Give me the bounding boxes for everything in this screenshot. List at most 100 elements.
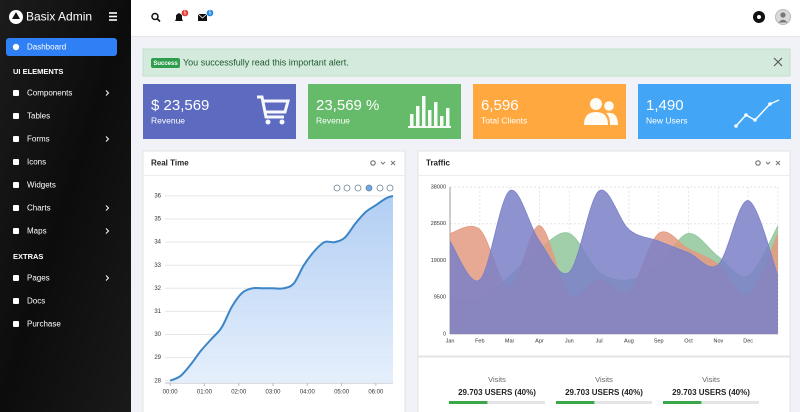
toolbar-reset[interactable]	[376, 184, 384, 192]
menu-label: Icons	[27, 158, 46, 167]
x-tick-label: Sep	[654, 338, 664, 344]
alert-close[interactable]	[773, 57, 783, 67]
panel-collapse[interactable]	[380, 161, 386, 165]
x-tick-label: 04:00	[300, 390, 316, 396]
x-tick-label: Dec	[743, 338, 753, 344]
panel-settings[interactable]	[370, 160, 376, 166]
panel-settings[interactable]	[755, 160, 761, 166]
stat-label: Revenue	[316, 115, 350, 125]
messages-count: 5	[209, 11, 212, 17]
menu-icon	[13, 321, 19, 327]
y-tick-label: 34	[154, 240, 161, 246]
toolbar-zoom[interactable]	[354, 184, 362, 192]
menu-icon	[12, 43, 20, 51]
x-tick-label: 00:00	[163, 390, 179, 396]
menu-label: Maps	[27, 227, 47, 236]
stat-label: Revenue	[151, 115, 185, 125]
y-tick-label: 36	[154, 194, 161, 200]
bars-icon	[416, 106, 420, 126]
y-tick-label: 0	[443, 331, 446, 337]
stat-value: 29.703 USERS (40%)	[565, 388, 643, 397]
menu-heading: EXTRAS	[13, 252, 43, 261]
y-tick-label: 35	[154, 217, 161, 223]
active-menu-item[interactable]	[6, 38, 117, 56]
menu-icon	[13, 275, 19, 281]
menu-item[interactable]	[6, 292, 117, 310]
y-tick-label: 9500	[434, 295, 446, 301]
notification-count: 5	[184, 11, 187, 17]
menu-toggle[interactable]	[109, 19, 117, 21]
search-icon[interactable]	[151, 12, 159, 21]
x-tick-label: Mar	[505, 338, 515, 344]
panel-collapse[interactable]	[765, 161, 771, 165]
y-tick-label: 31	[154, 309, 161, 315]
x-tick-label: Apr	[535, 338, 544, 344]
x-tick-label: Oct	[684, 338, 693, 344]
menu-toggle[interactable]	[109, 12, 117, 14]
bars-icon-base	[408, 126, 451, 128]
menu-item[interactable]	[6, 130, 117, 148]
menu-label: Tables	[27, 112, 50, 121]
menu-item[interactable]	[6, 107, 117, 125]
menu-label: Pages	[27, 274, 50, 283]
menu-item[interactable]	[6, 269, 117, 287]
panel-title: Real Time	[151, 159, 189, 168]
progress-track	[449, 401, 545, 404]
menu-label: Charts	[27, 204, 51, 213]
brand-logo-mark	[12, 12, 20, 19]
y-tick-label: 28	[154, 378, 161, 384]
y-tick-label: 38000	[431, 184, 446, 190]
submenu-chevron	[105, 228, 110, 234]
bars-icon	[440, 116, 444, 126]
bars-icon	[428, 110, 432, 126]
menu-icon	[13, 205, 19, 211]
trend-icon-dot	[753, 118, 757, 122]
users-icon	[606, 112, 618, 125]
toolbar-zoom-out[interactable]	[343, 184, 351, 192]
progress-track	[663, 401, 759, 404]
y-tick-label: 29	[154, 355, 161, 361]
stat-label: Total Clients	[481, 115, 527, 125]
line	[169, 194, 394, 382]
menu-label: Docs	[27, 297, 45, 306]
y-tick-label: 32	[154, 286, 161, 292]
toolbar-zoom-in[interactable]	[333, 184, 341, 192]
stat-label: Visits	[488, 375, 506, 384]
bars-icon	[410, 114, 414, 126]
toolbar-pan[interactable]	[365, 184, 373, 192]
stat-value: 23,569 %	[316, 97, 379, 114]
progress-track	[556, 401, 652, 404]
cart-wheel	[265, 119, 271, 125]
y-tick-label: 28500	[431, 221, 446, 227]
menu-label: Dashboard	[27, 43, 66, 52]
stat-card	[473, 84, 626, 139]
menu-item[interactable]	[6, 153, 117, 171]
toolbar-menu[interactable]	[386, 184, 394, 192]
submenu-chevron	[105, 136, 110, 142]
sidebar	[0, 0, 131, 412]
panel-close[interactable]	[775, 160, 781, 166]
alert-badge-label: Success	[153, 61, 178, 67]
stat-value: 6,596	[481, 97, 519, 114]
trend-icon-dot	[744, 113, 748, 117]
notification-badge	[181, 9, 189, 17]
stat-value: 29.703 USERS (40%)	[458, 388, 536, 397]
x-tick-label: Jan	[446, 338, 455, 344]
cart-icon	[257, 95, 290, 119]
menu-item[interactable]	[6, 176, 117, 194]
notification-icon[interactable]	[175, 13, 183, 21]
menu-icon	[13, 113, 19, 119]
menu-item[interactable]	[6, 315, 117, 333]
users-icon	[590, 98, 602, 110]
submenu-chevron	[105, 275, 110, 281]
x-tick-label: Jun	[565, 338, 574, 344]
menu-item[interactable]	[6, 222, 117, 240]
stat-label: Visits	[702, 375, 720, 384]
users-icon	[584, 112, 608, 125]
bars-icon	[434, 102, 438, 126]
panel-close[interactable]	[390, 160, 396, 166]
menu-toggle[interactable]	[109, 15, 117, 18]
x-tick-label: 03:00	[265, 390, 281, 396]
menu-item[interactable]	[6, 199, 117, 217]
